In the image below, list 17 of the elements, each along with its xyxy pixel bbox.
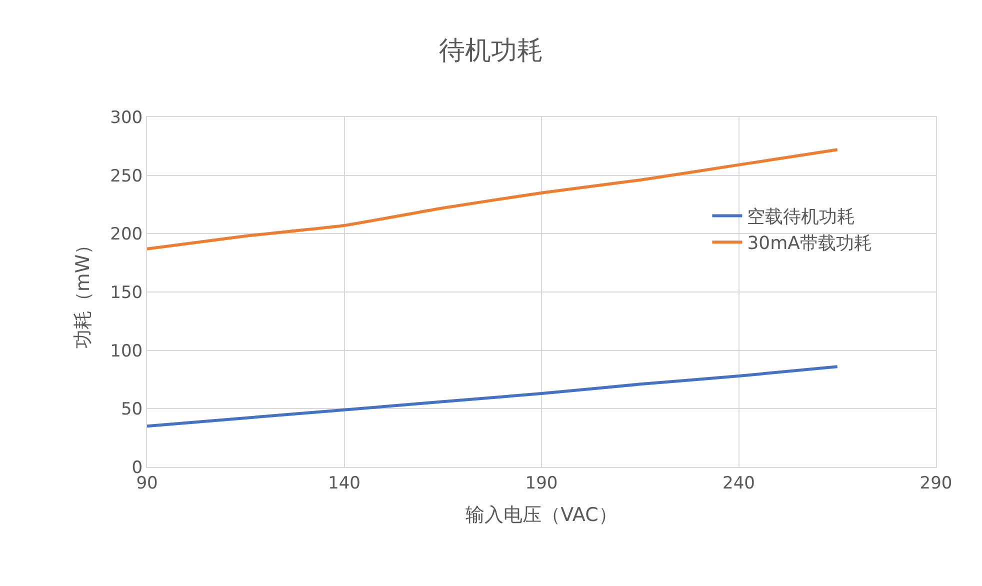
x-tick-label: 240 bbox=[722, 473, 755, 494]
chart-title: 待机功耗 bbox=[439, 36, 543, 66]
legend-label: 空载待机功耗 bbox=[747, 206, 856, 228]
y-axis-title: 功耗（mW） bbox=[72, 235, 94, 349]
y-tick-label: 200 bbox=[110, 224, 143, 245]
line-series bbox=[147, 365, 839, 428]
y-tick-label: 300 bbox=[110, 108, 143, 128]
y-tick-label: 150 bbox=[110, 282, 143, 303]
x-tick-label: 290 bbox=[920, 473, 952, 494]
x-axis-title: 输入电压（VAC） bbox=[466, 504, 618, 526]
legend-label: 30mA带载功耗 bbox=[747, 233, 872, 254]
y-tick-label: 250 bbox=[110, 166, 143, 186]
y-tick-label: 50 bbox=[120, 400, 143, 420]
y-tick-label: 100 bbox=[110, 341, 143, 362]
x-tick-label: 140 bbox=[328, 473, 360, 494]
x-tick-label: 90 bbox=[136, 473, 158, 494]
x-tick-label: 190 bbox=[525, 473, 558, 494]
